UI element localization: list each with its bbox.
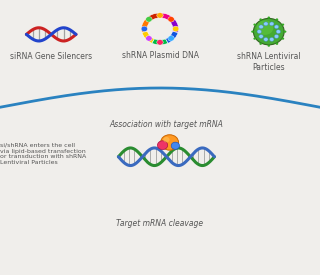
Text: si/shRNA enters the cell
via lipid-based transfection
or transduction with shRNA: si/shRNA enters the cell via lipid-based… [0, 143, 86, 165]
Wedge shape [141, 19, 150, 32]
Circle shape [251, 31, 254, 33]
Circle shape [253, 37, 256, 40]
Circle shape [282, 38, 284, 40]
Text: shRNA Plasmid DNA: shRNA Plasmid DNA [122, 51, 198, 60]
Circle shape [157, 40, 163, 45]
Circle shape [141, 26, 148, 32]
Circle shape [268, 16, 270, 19]
Circle shape [264, 37, 268, 41]
Circle shape [269, 22, 274, 26]
Circle shape [276, 30, 281, 34]
Circle shape [274, 34, 279, 38]
Circle shape [274, 25, 279, 29]
Circle shape [157, 141, 168, 150]
Circle shape [157, 13, 163, 18]
Circle shape [168, 36, 174, 41]
Circle shape [171, 142, 180, 149]
Circle shape [264, 22, 268, 26]
Circle shape [260, 18, 262, 21]
Circle shape [253, 18, 284, 45]
Wedge shape [146, 13, 160, 22]
Circle shape [257, 30, 261, 34]
Circle shape [161, 135, 179, 150]
Circle shape [269, 37, 274, 41]
Circle shape [284, 31, 286, 33]
Circle shape [259, 25, 263, 29]
Wedge shape [160, 13, 174, 22]
Circle shape [146, 36, 152, 41]
Text: shRNA Lentiviral
Particles: shRNA Lentiviral Particles [237, 52, 300, 72]
Wedge shape [152, 39, 168, 45]
Circle shape [276, 43, 278, 45]
Circle shape [276, 18, 278, 21]
Text: Association with target mRNA: Association with target mRNA [109, 120, 223, 129]
Circle shape [257, 20, 273, 35]
Circle shape [268, 45, 270, 47]
Circle shape [260, 43, 262, 45]
Circle shape [172, 26, 179, 32]
Wedge shape [142, 31, 155, 43]
Text: Target mRNA cleavage: Target mRNA cleavage [116, 219, 204, 228]
Circle shape [163, 137, 170, 142]
Circle shape [282, 24, 284, 26]
Circle shape [146, 16, 152, 22]
Circle shape [253, 24, 256, 26]
Circle shape [168, 16, 174, 22]
Circle shape [259, 34, 263, 38]
Text: siRNA Gene Silencers: siRNA Gene Silencers [10, 52, 92, 61]
Wedge shape [170, 19, 179, 32]
Wedge shape [165, 31, 178, 43]
